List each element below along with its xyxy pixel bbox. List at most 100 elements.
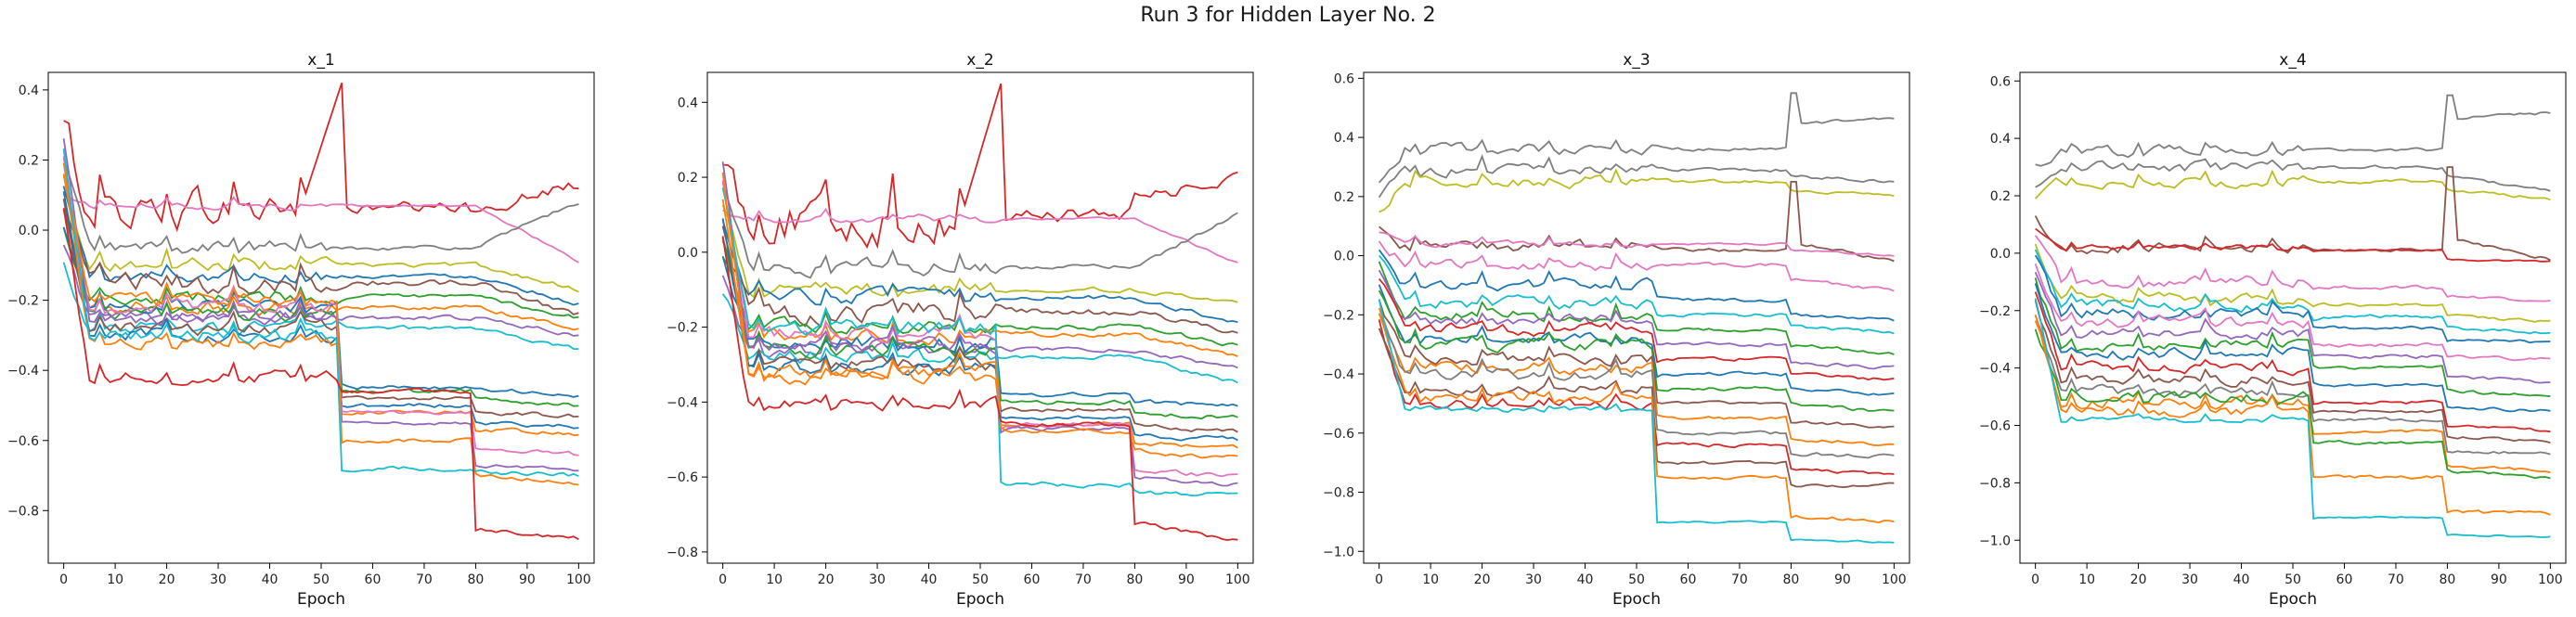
x-tick-label: 100 [2538,572,2563,587]
x-tick-label: 80 [2440,572,2456,587]
x-tick-label: 90 [519,572,536,587]
x-tick-label: 70 [1075,572,1092,587]
series-line-10 [1378,269,1895,370]
y-tick-label: −0.6 [7,434,39,449]
series-line-13 [2034,283,2551,413]
series-line-10 [2034,263,2551,362]
y-tick-label: 0.2 [1990,189,2011,204]
y-tick-label: 0.0 [1990,247,2011,262]
y-tick-label: 0.4 [1990,132,2011,147]
series-line-3 [62,158,579,254]
series-line-20 [62,208,579,541]
x-tick-label: 40 [262,572,278,587]
subplot-title: x_3 [1623,51,1650,70]
x-tick-label: 10 [766,572,783,587]
x-tick-label: 0 [1375,572,1383,587]
series-line-4 [1379,181,1895,263]
series-line-4 [62,175,579,293]
series-line-14 [62,191,579,430]
x-tick-label: 40 [2233,572,2250,587]
series-line-16 [2034,315,2551,456]
x-tick-label: 50 [1628,572,1645,587]
series-line-14 [721,218,1238,442]
series-line-11 [1378,278,1895,381]
series-line-9 [721,275,1238,369]
series-line-14 [1378,299,1895,429]
x-tick-label: 90 [2491,572,2507,587]
x-tick-label: 100 [566,572,591,587]
x-tick-label: 20 [2130,572,2147,587]
series-line-14 [2034,291,2551,433]
x-tick-label: 20 [1474,572,1491,587]
x-axis-label: Epoch [956,590,1004,609]
series-line-11 [62,226,579,398]
series-line-13 [1378,289,1895,412]
x-tick-label: 70 [1731,572,1748,587]
series-line-16 [62,156,579,456]
series-line-19 [1378,313,1895,524]
series-line-17 [2034,320,2551,474]
y-tick-label: −0.2 [667,321,698,336]
subplot-4: 0 10 20 30 40 50 60 70 80 90 100 −1.0 −0.8 −0.6 −0.4 −0… [1979,51,2567,609]
series-line-15 [62,174,579,436]
series-line-20 [2034,298,2551,538]
series-line-18 [2034,328,2551,480]
series-line-10 [62,262,579,351]
x-tick-label: 30 [210,572,227,587]
series-line-12 [1378,284,1895,396]
y-tick-label: −0.2 [1979,304,2011,319]
subplot-title: x_2 [966,51,993,70]
series-line-1 [1378,92,1895,184]
series-line-1 [63,83,579,233]
y-tick-label: −0.4 [1323,367,1354,382]
y-tick-label: −0.4 [667,395,698,410]
x-axis-label: Epoch [297,590,345,609]
x-tick-label: 30 [869,572,886,587]
series-line-17 [62,138,579,472]
y-tick-label: 0.0 [1334,250,1354,264]
y-tick-label: 0.0 [678,246,698,261]
series-line-17 [721,161,1238,487]
series-line-12 [2034,277,2551,398]
x-tick-label: 0 [59,572,68,587]
x-tick-label: 40 [921,572,938,587]
y-tick-label: 0.2 [1334,190,1354,205]
x-tick-label: 10 [1422,572,1439,587]
y-tick-label: 0.6 [1334,71,1354,86]
x-tick-label: 60 [1024,572,1041,587]
y-tick-label: −0.4 [7,364,39,379]
series-line-8 [2034,249,2551,335]
series-line-3 [721,182,1238,279]
y-tick-label: −0.8 [667,546,698,560]
series-line-7 [721,256,1238,347]
x-tick-label: 80 [1127,572,1144,587]
x-tick-label: 20 [159,572,175,587]
series-group [1378,92,1895,544]
series-line-9 [1378,261,1895,355]
subplot-title: x_4 [2279,51,2306,70]
series-line-2 [63,193,579,264]
x-tick-label: 100 [1882,572,1907,587]
x-tick-label: 50 [2285,572,2301,587]
x-tick-label: 60 [2337,572,2353,587]
y-tick-label: −0.8 [7,504,39,519]
series-line-4 [721,204,1238,303]
figure-title: Run 3 for Hidden Layer No. 2 [1140,4,1436,27]
series-line-2 [1378,153,1895,199]
series-group [62,83,579,541]
x-tick-label: 90 [1834,572,1851,587]
x-tick-label: 30 [1525,572,1542,587]
x-tick-label: 0 [2031,572,2039,587]
y-tick-label: −0.6 [1323,427,1354,442]
series-line-15 [721,199,1238,449]
series-line-19 [2034,314,2551,516]
series-line-6 [721,240,1238,334]
series-line-13 [721,225,1238,433]
y-tick-label: −1.0 [1979,533,2011,548]
x-tick-label: 60 [365,572,382,587]
y-tick-label: −1.0 [1323,545,1354,559]
series-line-20 [1378,299,1895,544]
axes-frame [706,71,1254,564]
y-tick-label: −0.8 [1323,486,1354,501]
